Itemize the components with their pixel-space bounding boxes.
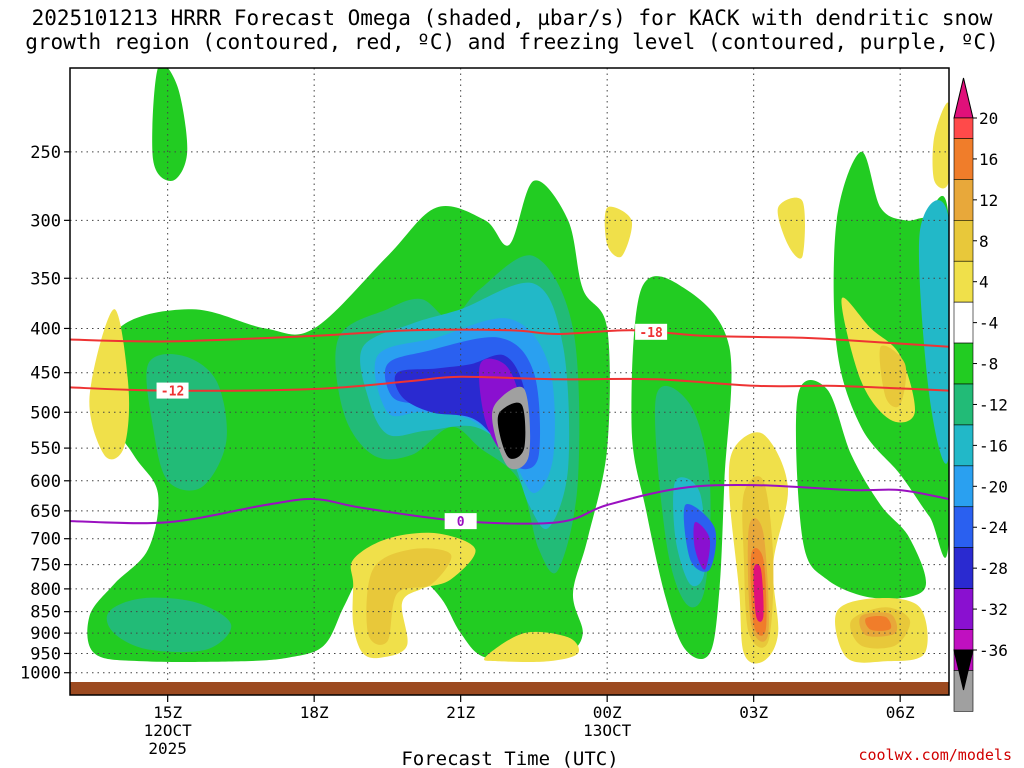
title-line-2: growth region (contoured, red, ºC) and f… bbox=[25, 30, 999, 54]
colorbar-label-4: 4 bbox=[979, 273, 989, 292]
colorbar-swatch-4 bbox=[953, 260, 974, 303]
x-tick-sublabel-2025: 2025 bbox=[148, 739, 187, 758]
x-tick-label-21Z: 21Z bbox=[446, 703, 475, 722]
x-tick-label-03Z: 03Z bbox=[739, 703, 768, 722]
y-axis: 2503003504004505005506006507007508008509… bbox=[20, 143, 70, 684]
contour-lines bbox=[70, 328, 949, 525]
x-tick-label-00Z: 00Z bbox=[593, 703, 622, 722]
y-tick-label-850: 850 bbox=[30, 603, 61, 623]
y-tick-label-950: 950 bbox=[30, 644, 61, 664]
contour--18 bbox=[70, 328, 949, 348]
omega-region-36 bbox=[865, 615, 892, 631]
omega-region-22 bbox=[484, 631, 579, 663]
colorbar-swatch-9 bbox=[953, 465, 974, 508]
x-tick-sublabel-13OCT: 13OCT bbox=[583, 721, 632, 740]
ground-bar bbox=[70, 682, 949, 695]
omega-region-11 bbox=[918, 200, 949, 464]
y-tick-label-1000: 1000 bbox=[20, 664, 61, 684]
colorbar-swatch-10 bbox=[953, 506, 974, 548]
omega-region-19 bbox=[497, 402, 526, 459]
colorbar-label--36: -36 bbox=[979, 641, 1008, 660]
colorbar-label--4: -4 bbox=[979, 314, 998, 333]
omega-region-32 bbox=[879, 345, 907, 408]
colorbar-label--28: -28 bbox=[979, 559, 1008, 578]
y-tick-label-750: 750 bbox=[30, 556, 61, 576]
x-tick-label-06Z: 06Z bbox=[886, 703, 915, 722]
grid-lines bbox=[70, 68, 949, 682]
colorbar-top-arrow bbox=[953, 77, 974, 119]
colorbar-legend: 20 16 12 8 4 -4 -8 -12 -16 -20 -24 -28 -32 -36 bbox=[953, 77, 1008, 712]
contour-labels: -18 -12 0 bbox=[156, 323, 668, 530]
colorbar-swatch-6 bbox=[953, 342, 974, 385]
colorbar-label--20: -20 bbox=[979, 477, 1008, 496]
omega-region-17 bbox=[693, 522, 711, 570]
chart-title: 2025101213 HRRR Forecast Omega (shaded, … bbox=[0, 6, 1024, 54]
x-axis-label: Forecast Time (UTC) bbox=[401, 748, 618, 768]
credit-text: coolwx.com/models bbox=[858, 746, 1012, 764]
colorbar-swatch-8 bbox=[953, 424, 974, 467]
colorbar-label--8: -8 bbox=[979, 355, 998, 374]
contour-label-0: 0 bbox=[457, 515, 465, 530]
omega-region-28 bbox=[932, 102, 949, 189]
contour-label--18: -18 bbox=[639, 326, 663, 341]
omega-region-1 bbox=[152, 68, 188, 181]
colorbar-swatch-0 bbox=[953, 117, 974, 139]
x-tick-label-18Z: 18Z bbox=[300, 703, 329, 722]
y-tick-label-300: 300 bbox=[30, 211, 61, 231]
y-tick-label-650: 650 bbox=[30, 502, 61, 522]
y-tick-label-350: 350 bbox=[30, 269, 61, 289]
colorbar-swatch-1 bbox=[953, 138, 974, 180]
colorbar-label-12: 12 bbox=[979, 191, 998, 210]
y-tick-label-450: 450 bbox=[30, 364, 61, 384]
contour-label-bg-0 bbox=[444, 513, 477, 530]
contour-label--12: -12 bbox=[161, 385, 184, 400]
omega-region-5 bbox=[106, 597, 232, 653]
colorbar-label--24: -24 bbox=[979, 518, 1008, 537]
y-tick-label-700: 700 bbox=[30, 530, 61, 550]
x-tick-sublabel-12OCT: 12OCT bbox=[144, 721, 193, 740]
plot-frame bbox=[69, 67, 950, 696]
colorbar-bottom-arrow bbox=[953, 649, 974, 691]
y-tick-label-550: 550 bbox=[30, 439, 61, 459]
colorbar-label--32: -32 bbox=[979, 600, 1008, 619]
omega-shading bbox=[87, 68, 949, 664]
omega-region-20 bbox=[89, 309, 130, 460]
colorbar-swatch-12 bbox=[953, 588, 974, 630]
contour-label-bg--18 bbox=[635, 323, 668, 340]
colorbar-label--12: -12 bbox=[979, 395, 1008, 414]
y-tick-label-250: 250 bbox=[30, 143, 61, 163]
y-tick-label-800: 800 bbox=[30, 580, 61, 600]
colorbar-swatch-5 bbox=[953, 301, 974, 344]
colorbar-label-8: 8 bbox=[979, 232, 989, 251]
y-tick-label-600: 600 bbox=[30, 472, 61, 492]
x-tick-label-15Z: 15Z bbox=[153, 703, 182, 722]
colorbar-label-16: 16 bbox=[979, 150, 998, 169]
y-tick-label-400: 400 bbox=[30, 319, 61, 339]
contour-label-bg--12 bbox=[156, 382, 189, 399]
y-tick-label-900: 900 bbox=[30, 624, 61, 644]
contour-0 bbox=[70, 483, 949, 525]
omega-region-29 bbox=[366, 548, 452, 645]
omega-region-27 bbox=[777, 197, 805, 259]
colorbar-label--16: -16 bbox=[979, 436, 1008, 455]
colorbar-swatch-7 bbox=[953, 383, 974, 426]
colorbar-label-20: 20 bbox=[979, 109, 998, 128]
colorbar-swatch-11 bbox=[953, 547, 974, 589]
contour--12 bbox=[70, 375, 949, 392]
y-tick-label-500: 500 bbox=[30, 403, 61, 423]
colorbar-swatch-3 bbox=[953, 220, 974, 262]
title-line-1: 2025101213 HRRR Forecast Omega (shaded, … bbox=[31, 6, 993, 30]
omega-region-37 bbox=[753, 563, 764, 622]
omega-region-26 bbox=[604, 206, 633, 258]
colorbar-swatch-2 bbox=[953, 179, 974, 221]
